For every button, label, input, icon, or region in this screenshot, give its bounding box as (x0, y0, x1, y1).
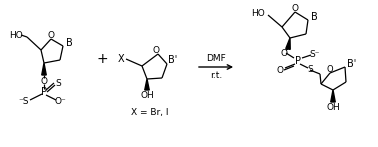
Text: S: S (55, 78, 61, 87)
Text: r.t.: r.t. (210, 71, 222, 80)
Text: O⁻: O⁻ (54, 97, 66, 106)
Polygon shape (145, 79, 149, 90)
Text: S⁻: S⁻ (310, 50, 320, 59)
Text: DMF: DMF (206, 54, 226, 62)
Text: X: X (118, 54, 124, 64)
Text: +: + (96, 52, 108, 66)
Text: B': B' (168, 55, 178, 65)
Text: O: O (280, 49, 288, 57)
Text: ⁻S: ⁻S (19, 97, 29, 106)
Text: O: O (152, 46, 160, 55)
Text: HO: HO (9, 30, 23, 40)
Text: OH: OH (140, 91, 154, 100)
Text: O: O (327, 65, 333, 74)
Text: B: B (66, 38, 72, 48)
Text: O: O (291, 4, 299, 12)
Text: O: O (276, 66, 284, 75)
Polygon shape (42, 63, 46, 75)
Text: O: O (40, 76, 48, 86)
Text: B: B (311, 12, 318, 22)
Text: OH: OH (326, 102, 340, 112)
Text: HO: HO (251, 9, 265, 17)
Text: P: P (41, 87, 47, 97)
Text: S: S (307, 65, 313, 74)
Text: O: O (48, 30, 54, 40)
Text: X = Br, I: X = Br, I (131, 107, 169, 117)
Polygon shape (286, 38, 290, 49)
Polygon shape (331, 90, 335, 102)
Text: P: P (295, 56, 301, 66)
Text: B': B' (347, 59, 356, 69)
